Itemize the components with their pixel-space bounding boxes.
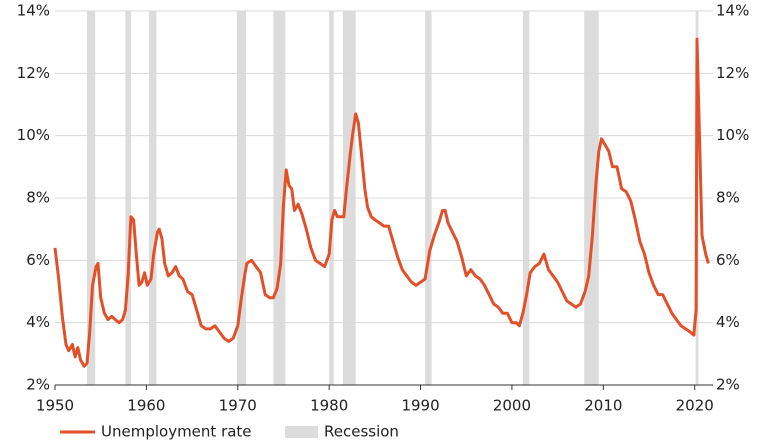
- legend-swatch: [285, 426, 318, 438]
- x-tick-label: 1950: [36, 397, 74, 415]
- legend-label: Unemployment rate: [101, 423, 252, 441]
- y2-tick-label: 14%: [716, 2, 749, 20]
- x-tick-label: 2010: [584, 397, 622, 415]
- y2-tick-label: 2%: [716, 376, 740, 394]
- legend-label: Recession: [324, 423, 399, 441]
- y2-tick-label: 8%: [716, 189, 740, 207]
- y-tick-label: 2%: [26, 376, 50, 394]
- x-tick-label: 1970: [219, 397, 257, 415]
- y-tick-label: 6%: [26, 251, 50, 269]
- x-tick-label: 1980: [310, 397, 348, 415]
- x-tick-label: 1990: [401, 397, 439, 415]
- y2-tick-label: 10%: [716, 126, 749, 144]
- x-tick-label: 2020: [676, 397, 714, 415]
- y-tick-label: 8%: [26, 189, 50, 207]
- x-tick-label: 2000: [493, 397, 531, 415]
- y-tick-label: 12%: [17, 64, 50, 82]
- y2-tick-label: 4%: [716, 313, 740, 331]
- y2-tick-label: 12%: [716, 64, 749, 82]
- y2-tick-label: 6%: [716, 251, 740, 269]
- x-tick-label: 1960: [127, 397, 165, 415]
- y-tick-label: 4%: [26, 313, 50, 331]
- y-tick-label: 14%: [17, 2, 50, 20]
- line-series: [53, 37, 710, 368]
- y-tick-label: 10%: [17, 126, 50, 144]
